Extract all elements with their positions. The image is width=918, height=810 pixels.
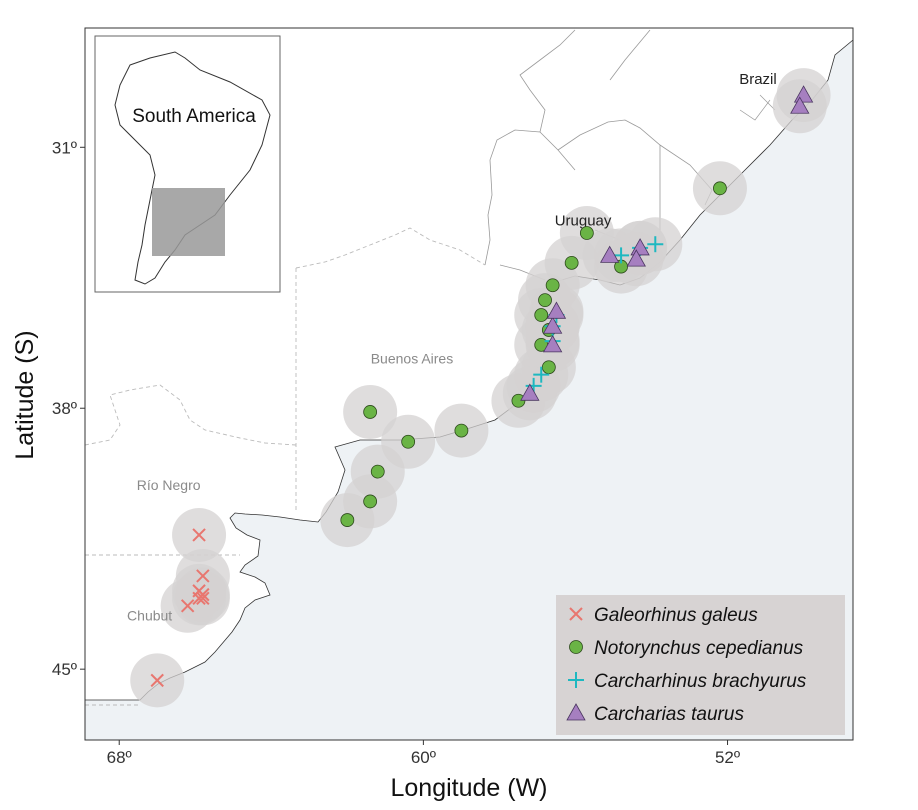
plus-marker xyxy=(613,247,630,264)
triangle-marker xyxy=(520,383,540,401)
legend-item: Galeorhinus galeus xyxy=(569,605,758,626)
region-label-rio-negro: Río Negro xyxy=(137,477,201,493)
circle-marker xyxy=(340,513,355,527)
plus-marker xyxy=(647,236,664,253)
x-marker xyxy=(192,584,206,598)
circle-marker xyxy=(370,464,385,479)
inset-study-area xyxy=(152,188,225,256)
legend-triangle-icon xyxy=(566,703,586,721)
circle-marker xyxy=(579,226,594,240)
circle-marker xyxy=(538,293,552,308)
circle-marker xyxy=(511,393,526,408)
triangle-marker xyxy=(546,301,567,319)
x-tick-label: 60º xyxy=(411,748,436,767)
circle-marker xyxy=(541,360,556,375)
legend-plus-icon xyxy=(568,672,584,688)
region-label-brazil: Brazil xyxy=(739,71,777,88)
circle-marker xyxy=(363,405,378,419)
triangle-marker xyxy=(626,249,646,267)
legend-background xyxy=(556,595,845,735)
circle-marker xyxy=(545,278,560,293)
region-label-uruguay: Uruguay xyxy=(555,213,612,230)
legend-item: Carcharias taurus xyxy=(566,703,744,725)
legend-item: Carcharhinus brachyurus xyxy=(568,671,807,692)
legend-item: Notorynchus cepedianus xyxy=(569,638,804,659)
inset-map: South America xyxy=(94,35,281,293)
y-tick-label: 38º xyxy=(52,399,77,418)
circle-marker xyxy=(401,434,416,449)
circle-marker xyxy=(363,494,378,509)
circle-marker xyxy=(564,255,579,270)
inset-label: South America xyxy=(132,106,256,127)
legend-label: Carcharhinus brachyurus xyxy=(594,671,807,692)
circle-marker xyxy=(534,308,549,322)
circle-marker xyxy=(454,423,469,438)
x-tick-label: 52º xyxy=(715,748,740,767)
legend-label: Galeorhinus galeus xyxy=(594,605,758,626)
region-label-buenos-aires: Buenos Aires xyxy=(371,350,454,366)
y-axis-title: Latitude (S) xyxy=(11,330,39,459)
plot-frame xyxy=(84,27,854,741)
legend: Galeorhinus galeus Notorynchus cepedianus… xyxy=(556,595,845,735)
x-axis-title: Longitude (W) xyxy=(390,774,547,802)
triangle-marker xyxy=(790,96,810,114)
region-label-chubut: Chubut xyxy=(127,608,172,624)
legend-label: Carcharias taurus xyxy=(594,704,744,725)
legend-label: Notorynchus cepedianus xyxy=(594,638,804,659)
y-tick-label: 45º xyxy=(52,660,77,679)
triangle-marker xyxy=(599,245,620,263)
legend-circle-icon xyxy=(569,640,583,654)
x-marker xyxy=(196,569,210,583)
triangle-marker xyxy=(542,335,563,353)
triangle-marker xyxy=(542,316,563,334)
circle-marker xyxy=(713,181,727,196)
x-tick-label: 68º xyxy=(107,748,132,767)
x-marker xyxy=(192,528,206,542)
x-marker xyxy=(180,599,195,613)
plus-marker xyxy=(533,366,550,383)
x-marker xyxy=(196,591,210,606)
x-marker xyxy=(150,673,164,688)
legend-x-icon xyxy=(569,607,583,621)
province-borders xyxy=(85,227,486,706)
y-tick-label: 31º xyxy=(52,138,77,157)
